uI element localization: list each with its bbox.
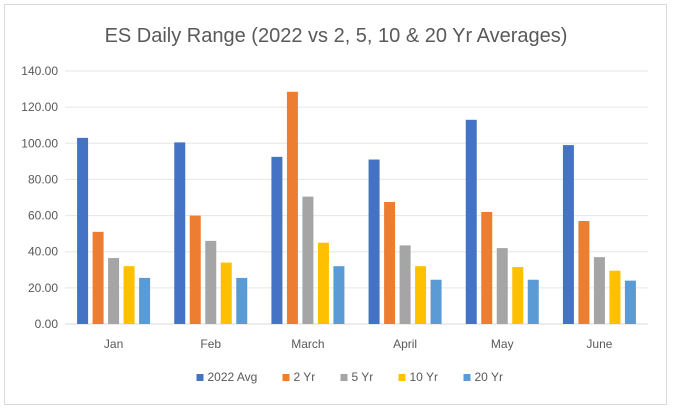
- x-tick-label: June: [586, 337, 612, 351]
- bar: [108, 258, 120, 324]
- y-tick-label: 120.00: [21, 100, 58, 114]
- bar: [578, 220, 590, 324]
- y-tick-label: 80.00: [28, 172, 58, 186]
- bar: [527, 279, 539, 324]
- bar: [271, 156, 283, 324]
- x-tick-label: Feb: [200, 337, 221, 351]
- y-tick-label: 60.00: [28, 209, 58, 223]
- legend-swatch: [463, 374, 471, 381]
- bar: [77, 137, 89, 324]
- legend-label: 2 Yr: [294, 370, 316, 384]
- bar: [92, 231, 104, 324]
- y-tick-label: 40.00: [28, 245, 58, 259]
- legend-swatch: [340, 374, 348, 381]
- bar: [333, 266, 345, 324]
- legend-label: 5 Yr: [352, 370, 374, 384]
- legend-label: 2022 Avg: [208, 370, 258, 384]
- bar: [481, 211, 493, 324]
- x-tick-label: March: [291, 337, 324, 351]
- y-tick-label: 0.00: [35, 317, 59, 331]
- bar: [384, 202, 396, 324]
- bar: [465, 119, 477, 325]
- legend-label: 20 Yr: [475, 370, 503, 384]
- bar: [302, 196, 314, 324]
- bar: [415, 266, 427, 324]
- gridlines: [65, 70, 648, 325]
- bar: [205, 240, 217, 324]
- legend-swatch: [282, 374, 290, 381]
- bar: [286, 91, 298, 325]
- bar: [609, 270, 621, 324]
- bar: [174, 142, 186, 324]
- bar: [593, 257, 605, 324]
- x-axis-ticks: Jan Feb March April May June: [104, 337, 613, 351]
- bar: [368, 159, 380, 324]
- y-tick-label: 140.00: [21, 64, 58, 78]
- bar: [123, 266, 135, 324]
- legend: 2022 Avg 2 Yr 5 Yr 10 Yr 20 Yr: [196, 370, 503, 384]
- y-tick-label: 100.00: [21, 136, 58, 150]
- bar: [624, 280, 636, 324]
- chart-title: ES Daily Range (2022 vs 2, 5, 10 & 20 Yr…: [105, 25, 568, 47]
- legend-swatch: [196, 374, 204, 381]
- bar: [562, 145, 574, 324]
- y-tick-label: 20.00: [28, 281, 58, 295]
- y-axis-ticks: 0.00 20.00 40.00 60.00 80.00 100.00 120.00 140.…: [21, 64, 58, 331]
- legend-swatch: [398, 374, 406, 381]
- x-tick-label: May: [491, 337, 514, 351]
- bar: [512, 267, 524, 324]
- x-tick-label: April: [393, 337, 417, 351]
- bar: [139, 277, 151, 324]
- bar: [220, 262, 232, 324]
- bar: [496, 248, 508, 324]
- bar: [399, 245, 411, 324]
- bar: [189, 215, 201, 324]
- bar: [317, 242, 329, 324]
- x-tick-label: Jan: [104, 337, 123, 351]
- bar: [430, 279, 442, 324]
- legend-label: 10 Yr: [410, 370, 438, 384]
- bar: [236, 277, 248, 324]
- bars: [77, 91, 636, 325]
